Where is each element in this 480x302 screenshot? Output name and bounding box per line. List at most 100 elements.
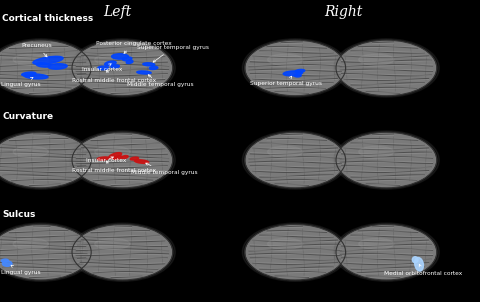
Ellipse shape [267, 238, 303, 249]
Ellipse shape [36, 157, 46, 163]
Ellipse shape [339, 42, 434, 94]
Ellipse shape [73, 133, 171, 187]
Ellipse shape [339, 226, 434, 278]
Ellipse shape [75, 134, 170, 186]
Ellipse shape [283, 71, 302, 76]
Ellipse shape [290, 65, 300, 71]
Ellipse shape [101, 240, 144, 264]
Text: Rostral middle frontal cortex: Rostral middle frontal cortex [72, 161, 156, 173]
Ellipse shape [83, 46, 162, 90]
Ellipse shape [373, 153, 400, 167]
Ellipse shape [0, 227, 86, 277]
Ellipse shape [337, 41, 435, 95]
Ellipse shape [352, 233, 421, 271]
Ellipse shape [22, 72, 36, 76]
Ellipse shape [104, 242, 141, 262]
Ellipse shape [91, 50, 154, 85]
Ellipse shape [112, 62, 133, 74]
Ellipse shape [341, 135, 432, 185]
Ellipse shape [0, 224, 91, 280]
Ellipse shape [0, 39, 94, 97]
Ellipse shape [359, 146, 394, 157]
Text: Cortical thickness: Cortical thickness [2, 14, 94, 23]
Ellipse shape [258, 140, 332, 181]
Ellipse shape [1, 46, 81, 90]
Ellipse shape [83, 230, 162, 274]
Ellipse shape [0, 40, 91, 96]
Ellipse shape [4, 232, 78, 273]
Text: Middle temporal gyrus: Middle temporal gyrus [131, 163, 198, 175]
Ellipse shape [287, 156, 303, 164]
Ellipse shape [285, 246, 306, 258]
Ellipse shape [88, 49, 157, 87]
Ellipse shape [36, 65, 46, 71]
Ellipse shape [0, 225, 90, 279]
Ellipse shape [378, 64, 395, 72]
Ellipse shape [242, 223, 348, 281]
Ellipse shape [373, 245, 400, 259]
Ellipse shape [355, 235, 418, 270]
Ellipse shape [250, 227, 340, 277]
Text: Lingual gyrus: Lingual gyrus [1, 265, 41, 275]
Ellipse shape [261, 141, 330, 179]
Ellipse shape [93, 144, 152, 176]
Ellipse shape [347, 46, 426, 90]
Ellipse shape [264, 50, 327, 85]
Ellipse shape [0, 135, 86, 185]
Ellipse shape [349, 140, 423, 181]
Ellipse shape [292, 66, 298, 69]
Ellipse shape [0, 134, 88, 186]
Ellipse shape [295, 69, 305, 72]
Ellipse shape [72, 132, 173, 188]
Ellipse shape [9, 143, 72, 178]
Ellipse shape [80, 45, 165, 91]
Text: Insular cortex: Insular cortex [86, 157, 127, 162]
Ellipse shape [282, 153, 309, 167]
Ellipse shape [96, 146, 149, 175]
Ellipse shape [12, 236, 70, 268]
Ellipse shape [98, 55, 146, 81]
Ellipse shape [282, 61, 309, 75]
Ellipse shape [4, 140, 78, 181]
Ellipse shape [376, 62, 397, 74]
Ellipse shape [105, 61, 116, 66]
Ellipse shape [0, 41, 90, 95]
Ellipse shape [264, 235, 327, 270]
Ellipse shape [362, 239, 410, 265]
Text: Insular cortex: Insular cortex [82, 64, 122, 72]
Ellipse shape [381, 157, 392, 163]
Ellipse shape [134, 160, 149, 163]
Ellipse shape [33, 248, 49, 256]
Ellipse shape [91, 143, 154, 178]
Ellipse shape [266, 236, 324, 268]
Ellipse shape [294, 74, 301, 77]
Ellipse shape [9, 235, 72, 270]
Ellipse shape [276, 58, 314, 78]
Ellipse shape [25, 243, 57, 261]
Ellipse shape [336, 40, 437, 96]
Ellipse shape [362, 147, 410, 173]
Ellipse shape [0, 45, 83, 91]
Text: Right: Right [324, 5, 362, 18]
Ellipse shape [2, 261, 12, 266]
Ellipse shape [357, 236, 416, 268]
Ellipse shape [334, 223, 439, 281]
Ellipse shape [117, 65, 128, 71]
Ellipse shape [246, 133, 344, 187]
Ellipse shape [339, 134, 434, 186]
Ellipse shape [114, 64, 131, 72]
Ellipse shape [384, 66, 389, 69]
Ellipse shape [341, 227, 432, 277]
Ellipse shape [83, 138, 162, 182]
Ellipse shape [20, 148, 62, 172]
Ellipse shape [248, 134, 343, 186]
Ellipse shape [352, 49, 421, 87]
Ellipse shape [274, 240, 316, 264]
Ellipse shape [381, 249, 392, 255]
Ellipse shape [362, 55, 410, 81]
Ellipse shape [245, 132, 346, 188]
Ellipse shape [266, 52, 324, 84]
Text: Middle temporal gyrus: Middle temporal gyrus [127, 75, 194, 87]
Text: Sulcus: Sulcus [2, 210, 36, 219]
Ellipse shape [292, 159, 298, 162]
